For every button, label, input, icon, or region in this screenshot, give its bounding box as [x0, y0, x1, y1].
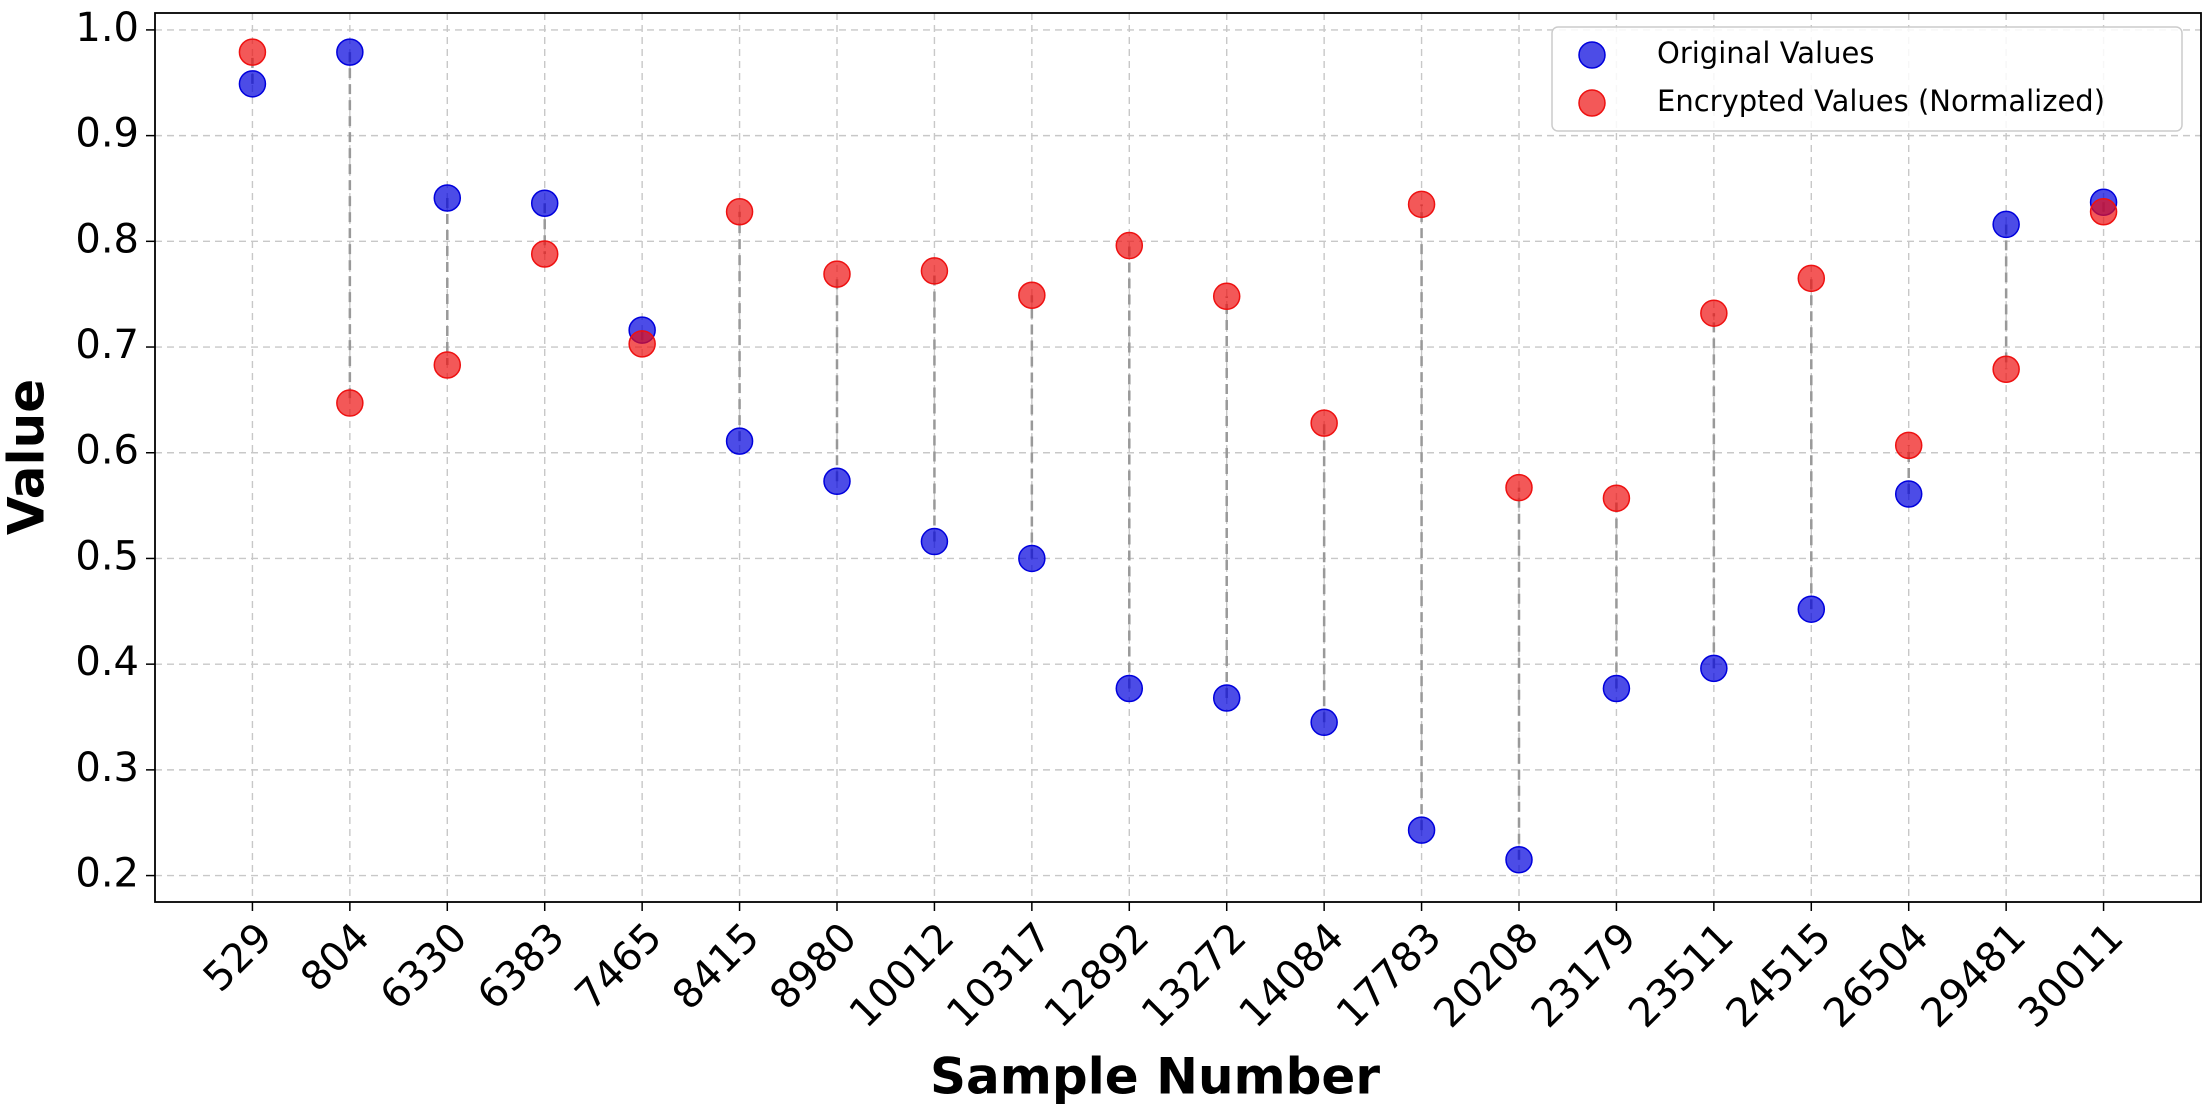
point	[823, 467, 851, 496]
y-tick-label: 0.4	[75, 639, 139, 685]
plot-frame	[154, 12, 2202, 903]
x-tick-label: 10317	[938, 914, 1061, 1037]
y-tick-label: 0.8	[75, 216, 139, 262]
point	[1115, 231, 1144, 260]
point	[530, 240, 559, 268]
y-axis-label: Value	[0, 379, 56, 535]
point	[1602, 674, 1631, 703]
y-tick-label: 1.0	[75, 5, 139, 51]
point	[1407, 816, 1436, 844]
point	[1700, 654, 1728, 683]
x-tick-label: 20208	[1425, 914, 1548, 1037]
point	[1018, 281, 1046, 309]
point	[1212, 282, 1241, 311]
x-tick-label: 30011	[2010, 914, 2133, 1037]
x-tick-label: 6383	[469, 914, 574, 1019]
point	[1115, 674, 1144, 703]
point	[628, 330, 656, 358]
x-tick-label: 24515	[1718, 914, 1841, 1037]
x-tick-label: 13272	[1133, 914, 1256, 1037]
point	[1212, 684, 1241, 712]
point	[530, 189, 559, 218]
point	[1310, 708, 1338, 737]
x-tick-label: 29481	[1912, 914, 2035, 1037]
legend-label: Encrypted Values (Normalized)	[1657, 84, 2105, 118]
legend-label: Original Values	[1657, 36, 1874, 70]
point	[1310, 409, 1338, 437]
y-tick-label: 0.6	[75, 428, 139, 474]
point	[1992, 210, 2020, 239]
x-axis-label: Sample Number	[930, 1048, 1380, 1106]
point	[336, 38, 364, 66]
point	[1894, 480, 1923, 508]
x-tick-label: 12892	[1036, 914, 1159, 1037]
point	[1505, 473, 1533, 502]
y-tick-label: 0.3	[75, 745, 139, 791]
point	[823, 260, 851, 288]
y-tick-label: 0.2	[75, 851, 139, 897]
point	[1797, 595, 1826, 623]
point	[1700, 299, 1728, 327]
point	[336, 389, 364, 417]
x-tick-label: 23511	[1620, 914, 1743, 1037]
y-tick-label: 0.9	[75, 111, 139, 157]
legend: Original Values Encrypted Values (Normali…	[1551, 26, 2183, 132]
x-tick-label: 6330	[372, 914, 477, 1019]
x-tick-label: 7465	[566, 914, 671, 1019]
point	[1992, 355, 2020, 383]
point	[433, 184, 462, 212]
point	[725, 197, 754, 226]
point	[1894, 431, 1923, 460]
legend-marker	[1578, 89, 1606, 117]
x-tick-label: 10012	[841, 914, 964, 1037]
y-tick-label: 0.7	[75, 322, 139, 368]
x-tick-label: 17783	[1328, 914, 1451, 1037]
point	[1797, 264, 1826, 293]
point	[1602, 484, 1631, 512]
point	[238, 38, 267, 66]
point	[1018, 544, 1046, 573]
point	[2089, 197, 2118, 226]
x-tick-label: 804	[292, 914, 379, 1001]
point	[920, 527, 949, 556]
x-tick-label: 8415	[664, 914, 769, 1019]
point	[920, 257, 949, 285]
point	[433, 351, 462, 379]
y-tick-label: 0.5	[75, 533, 139, 579]
x-tick-label: 23179	[1523, 914, 1646, 1037]
legend-marker	[1578, 41, 1606, 69]
x-tick-label: 26504	[1815, 914, 1938, 1037]
point	[725, 427, 754, 455]
point	[238, 70, 267, 98]
legend-box	[1551, 26, 2183, 132]
x-tick-label: 529	[195, 914, 282, 1001]
point	[1505, 845, 1533, 874]
point	[1407, 190, 1436, 219]
x-tick-label: 14084	[1230, 914, 1353, 1037]
